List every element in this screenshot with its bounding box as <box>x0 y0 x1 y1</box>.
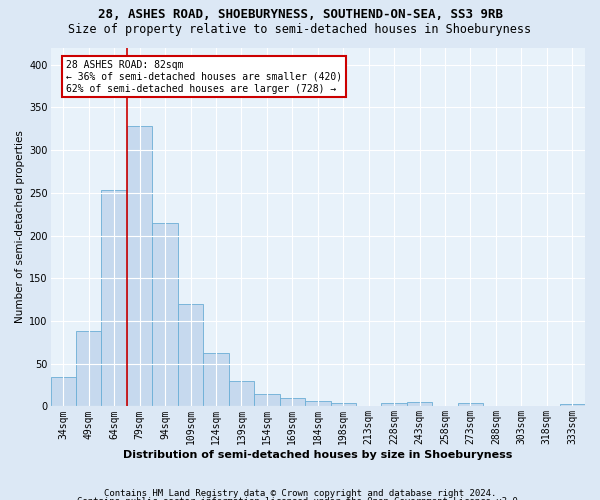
Bar <box>407 402 433 406</box>
Y-axis label: Number of semi-detached properties: Number of semi-detached properties <box>15 130 25 324</box>
Bar <box>127 126 152 406</box>
Text: Contains public sector information licensed under the Open Government Licence v3: Contains public sector information licen… <box>77 497 523 500</box>
Bar <box>101 190 127 406</box>
Bar <box>203 354 229 406</box>
Text: Size of property relative to semi-detached houses in Shoeburyness: Size of property relative to semi-detach… <box>68 22 532 36</box>
Bar <box>458 403 483 406</box>
Bar <box>560 404 585 406</box>
Text: 28 ASHES ROAD: 82sqm
← 36% of semi-detached houses are smaller (420)
62% of semi: 28 ASHES ROAD: 82sqm ← 36% of semi-detac… <box>66 60 342 94</box>
Bar <box>331 403 356 406</box>
Bar <box>229 381 254 406</box>
Bar <box>382 403 407 406</box>
Bar <box>50 376 76 406</box>
Bar <box>280 398 305 406</box>
Bar <box>305 402 331 406</box>
Bar <box>152 222 178 406</box>
Bar <box>76 331 101 406</box>
Text: Contains HM Land Registry data © Crown copyright and database right 2024.: Contains HM Land Registry data © Crown c… <box>104 489 496 498</box>
Text: 28, ASHES ROAD, SHOEBURYNESS, SOUTHEND-ON-SEA, SS3 9RB: 28, ASHES ROAD, SHOEBURYNESS, SOUTHEND-O… <box>97 8 503 20</box>
Bar <box>178 304 203 406</box>
Bar <box>254 394 280 406</box>
X-axis label: Distribution of semi-detached houses by size in Shoeburyness: Distribution of semi-detached houses by … <box>123 450 512 460</box>
